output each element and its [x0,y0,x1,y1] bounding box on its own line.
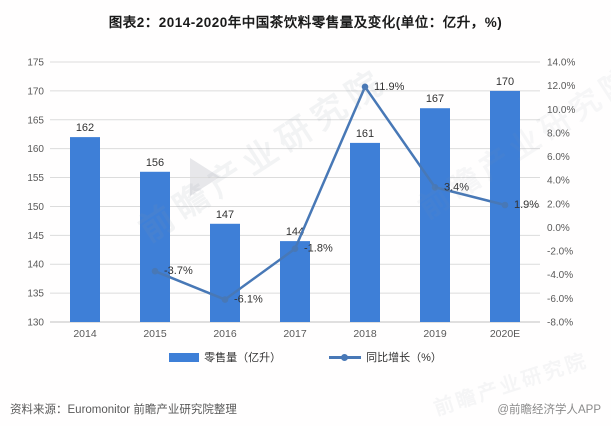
left-axis-tick: 155 [27,173,44,184]
right-axis-tick: 6.0% [547,152,570,163]
left-axis-tick: 150 [27,202,44,213]
line-marker-2015 [151,267,159,275]
legend-item-yoy-growth: 同比增长（%） [329,349,442,365]
left-axis-tick: 175 [27,58,44,69]
right-axis-tick: 12.0% [547,81,575,92]
right-axis-tick: 2.0% [547,199,570,210]
x-axis-label: 2020E [490,328,520,340]
left-axis-tick: 165 [27,115,44,126]
right-axis-tick: 10.0% [547,105,575,116]
line-value-label: -6.1% [234,294,263,306]
line-marker-2019 [431,183,439,191]
line-value-label: -3.7% [164,265,193,277]
legend-item-retail-volume: 零售量（亿升） [169,349,281,365]
left-axis-tick: 170 [27,86,44,97]
line-value-label: 3.4% [444,181,469,193]
line-marker-2017 [291,245,299,253]
right-axis-tick: -8.0% [547,318,573,329]
right-axis-tick: -4.0% [547,270,573,281]
chart-title: 图表2：2014-2020年中国茶饮料零售量及变化(单位：亿升，%) [108,15,503,30]
bar-value-label: 156 [146,157,164,169]
growth-line [153,85,507,301]
bar-value-label: 167 [426,93,444,105]
legend-label: 同比增长（%） [366,352,442,364]
left-axis-tick: 140 [27,260,44,271]
left-axis-tick: 135 [27,289,44,300]
bar-value-label: 161 [356,128,374,140]
x-axis-label: 2014 [73,328,97,340]
right-axis-tick: 8.0% [547,128,570,139]
legend-label: 零售量（亿升） [204,352,282,364]
bar-2016 [210,223,240,322]
left-axis-tick: 160 [27,144,44,155]
left-axis-tick: 145 [27,231,44,242]
right-axis-tick: 4.0% [547,176,570,187]
bar-value-label: 147 [216,209,234,221]
x-axis-label: 2016 [213,328,237,340]
left-axis-tick: 130 [27,318,44,329]
bar-value-label: 170 [496,76,514,88]
right-axis-tick: 14.0% [547,58,575,69]
x-axis-label: 2019 [423,328,447,340]
chart-footer: 资料来源：Euromonitor 前瞻产业研究院整理 @前瞻经济学人APP [0,401,611,417]
right-axis-tick: 0.0% [547,223,570,234]
right-axis-tick: -6.0% [547,294,573,305]
bar-series-swatch-icon [169,352,200,362]
line-marker-2020E [501,201,509,209]
bar-2019 [420,108,450,322]
line-marker-2018 [361,83,369,91]
x-axis-label: 2018 [353,328,377,340]
bar-2015 [140,171,170,322]
chart-legend: 零售量（亿升） 同比增长（%） [0,349,611,365]
line-value-label: 11.9% [374,81,405,93]
right-axis-tick: -2.0% [547,247,573,258]
line-series-swatch-icon [329,353,362,362]
bar-2018 [350,142,380,322]
line-value-label: -1.8% [304,243,333,255]
bar-value-label: 162 [76,122,94,134]
line-marker-2016 [221,296,229,303]
source-text: 资料来源：Euromonitor 前瞻产业研究院整理 [10,404,237,416]
line-value-label: 1.9% [514,199,539,211]
x-axis-label: 2017 [283,328,307,340]
credit-text: @前瞻经济学人APP [497,404,601,416]
bar-2014 [70,137,100,322]
x-axis-label: 2015 [143,328,167,340]
